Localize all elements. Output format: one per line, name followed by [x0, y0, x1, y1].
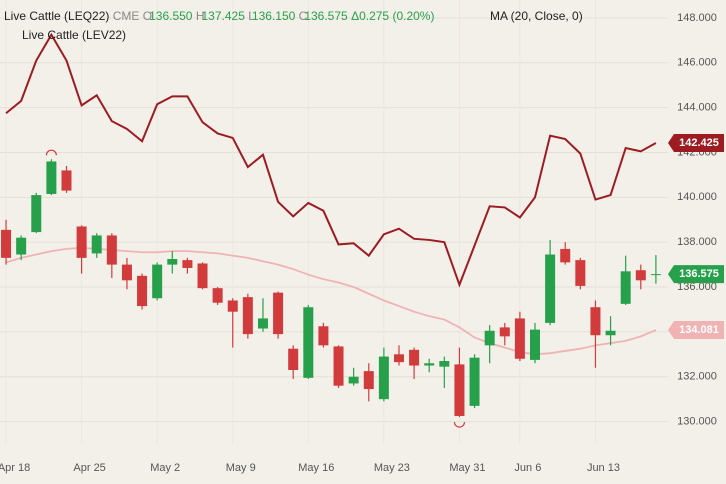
candle-body [197, 263, 208, 289]
change: Δ0.275 (0.20%) [351, 9, 434, 23]
title: Live Cattle (LEQ22) [4, 9, 109, 23]
candle-body [560, 248, 571, 263]
candle-body [318, 326, 329, 346]
y-tick-label: 136.000 [677, 281, 717, 293]
candle-body [424, 363, 435, 366]
y-tick-label: 130.000 [677, 415, 717, 427]
candle-body [409, 349, 420, 366]
candle-body [106, 235, 117, 265]
series-line [5, 32, 657, 288]
candle-body [121, 264, 132, 281]
candle-body [393, 354, 404, 363]
y-tick-label: 146.000 [677, 57, 717, 69]
candle-body [1, 229, 12, 258]
y-tick-label: 138.000 [677, 236, 717, 248]
candle-body [227, 300, 238, 312]
candle-body [152, 264, 163, 299]
close-label: C [299, 9, 308, 23]
value-tag-label: 142.425 [679, 137, 719, 149]
candle-body [575, 260, 586, 286]
indicator-label: MA (20, Close, 0) [490, 9, 583, 23]
candle-body [499, 327, 510, 337]
candle-body [212, 288, 223, 303]
low-label: L [248, 9, 255, 23]
candle-body [514, 318, 525, 359]
x-tick-label: Jun 6 [514, 462, 541, 474]
candle-body [454, 364, 465, 416]
candle-body [605, 330, 616, 336]
value-tag [668, 265, 724, 284]
y-tick-label: 132.000 [677, 371, 717, 383]
candle-body [590, 307, 601, 336]
legend-entry: Live Cattle (LEV22) [22, 28, 126, 42]
candle-body [61, 170, 72, 191]
candle-body [31, 195, 42, 233]
candle-body [363, 371, 374, 390]
candle-body [257, 318, 268, 329]
x-tick-label: May 16 [298, 462, 334, 474]
close-value: 136.575 [304, 9, 348, 23]
candle-body [288, 348, 299, 370]
low-value: 136.150 [252, 9, 296, 23]
candle-body [530, 329, 541, 360]
candle-body [545, 254, 556, 323]
exchange: CME [113, 9, 140, 23]
x-tick-label: May 9 [226, 462, 256, 474]
y-tick-label: 148.000 [677, 12, 717, 24]
quote-header: Live Cattle (LEQ22) CME O136.550 H137.42… [4, 9, 434, 23]
candle-body [439, 361, 450, 367]
x-tick-label: Apr 25 [73, 462, 105, 474]
x-tick-label: May 23 [374, 462, 410, 474]
y-tick-label: 144.000 [677, 102, 717, 114]
candle-body [76, 226, 87, 258]
candle-body [620, 271, 631, 304]
candle-body [91, 235, 102, 254]
candle-body [46, 161, 57, 194]
value-tag [668, 321, 724, 340]
candle-body [137, 275, 148, 307]
candle-body [182, 260, 193, 268]
value-tag-label: 136.575 [679, 268, 719, 280]
x-tick-label: May 31 [449, 462, 485, 474]
candle-body [635, 270, 646, 281]
candle-body [469, 357, 480, 406]
candle-body [167, 259, 178, 265]
low-marker [453, 422, 466, 428]
candle-body [303, 307, 314, 378]
candle-body [650, 274, 661, 276]
x-tick-label: May 2 [150, 462, 180, 474]
high-label: H [196, 9, 205, 23]
candle-body [348, 376, 359, 384]
candle-body [333, 346, 344, 386]
x-tick-label: Apr 18 [0, 462, 30, 474]
open-value: 136.550 [149, 9, 193, 23]
candle-body [242, 297, 253, 335]
candle-body [273, 292, 284, 335]
candle-body [16, 237, 27, 255]
high-value: 137.425 [202, 9, 246, 23]
candle-body [484, 330, 495, 346]
value-tag [668, 133, 724, 152]
high-marker [45, 149, 57, 156]
candle-body [378, 356, 389, 400]
x-tick-label: Jun 13 [587, 462, 620, 474]
value-tag-label: 134.081 [679, 324, 719, 336]
plot [1, 32, 661, 418]
y-tick-label: 140.000 [677, 191, 717, 203]
open-label: O [143, 9, 152, 23]
